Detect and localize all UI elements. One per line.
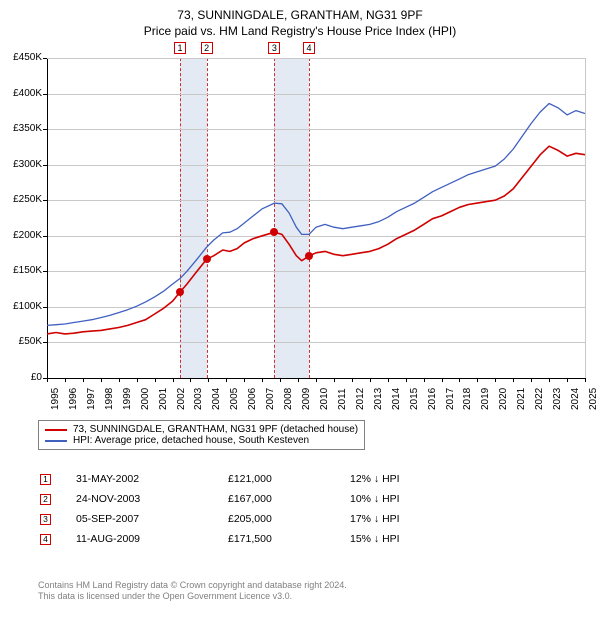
chart-plot-area: 1234£0£50K£100K£150K£200K£250K£300K£350K…: [47, 58, 585, 378]
x-axis-label: 2016: [427, 388, 438, 410]
x-axis-label: 2002: [176, 388, 187, 410]
sales-row-marker: 1: [40, 474, 51, 485]
x-axis-label: 2011: [337, 388, 348, 410]
chart-title-line1: 73, SUNNINGDALE, GRANTHAM, NG31 9PF: [0, 0, 600, 22]
x-axis-label: 2017: [445, 388, 456, 410]
x-axis-label: 2005: [229, 388, 240, 410]
legend-label-1: HPI: Average price, detached house, Sout…: [73, 435, 309, 446]
y-axis-label: £300K: [2, 159, 42, 170]
legend-label-0: 73, SUNNINGDALE, GRANTHAM, NG31 9PF (det…: [73, 424, 358, 435]
x-axis-label: 1997: [86, 388, 97, 410]
x-axis-label: 2023: [552, 388, 563, 410]
sales-row-delta: 15% ↓ HPI: [350, 530, 460, 548]
x-axis-label: 2014: [391, 388, 402, 410]
x-axis-label: 2000: [140, 388, 151, 410]
x-axis-label: 2009: [301, 388, 312, 410]
footer-line2: This data is licensed under the Open Gov…: [38, 591, 347, 602]
y-axis-label: £350K: [2, 123, 42, 134]
sales-row-marker: 2: [40, 494, 51, 505]
x-axis-label: 2022: [534, 388, 545, 410]
sale-marker-box: 4: [303, 42, 315, 54]
sales-row-marker: 4: [40, 534, 51, 545]
legend-box: 73, SUNNINGDALE, GRANTHAM, NG31 9PF (det…: [38, 420, 365, 450]
sales-table-row: 3 05-SEP-2007£205,00017% ↓ HPI: [40, 510, 460, 528]
y-axis-label: £0: [2, 372, 42, 383]
y-axis-label: £150K: [2, 265, 42, 276]
x-axis-label: 2025: [588, 388, 599, 410]
x-axis-label: 2021: [516, 388, 527, 410]
x-axis-label: 1999: [122, 388, 133, 410]
x-axis-label: 2019: [480, 388, 491, 410]
axis-border: [47, 378, 585, 379]
sale-marker-box: 2: [201, 42, 213, 54]
sales-row-price: £121,000: [228, 470, 348, 488]
sales-table-row: 1 31-MAY-2002£121,00012% ↓ HPI: [40, 470, 460, 488]
chart-lines-svg: [47, 58, 585, 378]
y-axis-label: £100K: [2, 301, 42, 312]
x-axis-label: 2010: [319, 388, 330, 410]
footer-line1: Contains HM Land Registry data © Crown c…: [38, 580, 347, 591]
legend-item-1: HPI: Average price, detached house, Sout…: [45, 435, 358, 446]
sales-table: 1 31-MAY-2002£121,00012% ↓ HPI 2 24-NOV-200…: [38, 468, 462, 550]
sales-row-price: £205,000: [228, 510, 348, 528]
x-axis-label: 2006: [247, 388, 258, 410]
x-axis-label: 2024: [570, 388, 581, 410]
legend-item-0: 73, SUNNINGDALE, GRANTHAM, NG31 9PF (det…: [45, 424, 358, 435]
sales-row-date: 31-MAY-2002: [76, 470, 226, 488]
legend-swatch-0: [45, 429, 67, 431]
sale-marker-box: 1: [174, 42, 186, 54]
sales-table-row: 2 24-NOV-2003£167,00010% ↓ HPI: [40, 490, 460, 508]
x-axis-label: 1998: [104, 388, 115, 410]
x-axis-label: 2020: [498, 388, 509, 410]
y-axis-label: £50K: [2, 336, 42, 347]
x-axis-label: 2003: [193, 388, 204, 410]
x-axis-label: 2008: [283, 388, 294, 410]
sales-row-delta: 17% ↓ HPI: [350, 510, 460, 528]
x-axis-label: 2004: [211, 388, 222, 410]
sales-row-date: 11-AUG-2009: [76, 530, 226, 548]
x-axis-label: 2018: [462, 388, 473, 410]
sales-row-price: £171,500: [228, 530, 348, 548]
x-axis-label: 2013: [373, 388, 384, 410]
footer-note: Contains HM Land Registry data © Crown c…: [38, 580, 347, 603]
x-axis-label: 1996: [68, 388, 79, 410]
sale-marker-box: 3: [268, 42, 280, 54]
x-axis-label: 2012: [355, 388, 366, 410]
series-line-price-paid: [47, 146, 585, 334]
sales-row-price: £167,000: [228, 490, 348, 508]
x-axis-label: 2001: [158, 388, 169, 410]
x-axis-label: 2007: [265, 388, 276, 410]
legend-swatch-1: [45, 440, 67, 442]
chart-title-line2: Price paid vs. HM Land Registry's House …: [0, 22, 600, 38]
x-axis-label: 2015: [409, 388, 420, 410]
axis-border: [585, 58, 586, 378]
x-axis-label: 1995: [50, 388, 61, 410]
y-axis-label: £400K: [2, 88, 42, 99]
series-line-hpi: [47, 104, 585, 326]
sales-row-delta: 10% ↓ HPI: [350, 490, 460, 508]
sales-row-delta: 12% ↓ HPI: [350, 470, 460, 488]
sales-row-date: 05-SEP-2007: [76, 510, 226, 528]
y-axis-label: £450K: [2, 52, 42, 63]
sales-table-row: 4 11-AUG-2009£171,50015% ↓ HPI: [40, 530, 460, 548]
sales-row-marker: 3: [40, 514, 51, 525]
sales-row-date: 24-NOV-2003: [76, 490, 226, 508]
y-axis-label: £250K: [2, 194, 42, 205]
y-axis-label: £200K: [2, 230, 42, 241]
